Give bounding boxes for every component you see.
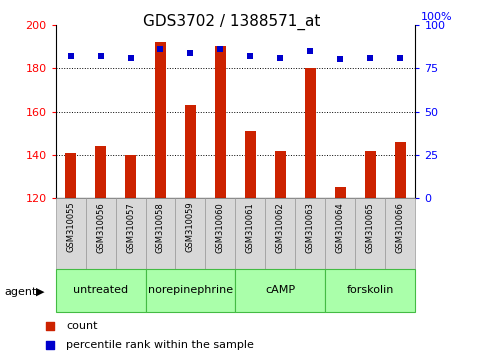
Text: GSM310065: GSM310065 xyxy=(366,202,375,252)
Bar xyxy=(395,142,406,198)
Bar xyxy=(266,198,296,269)
Point xyxy=(367,55,374,61)
Bar xyxy=(215,46,226,198)
Bar xyxy=(236,198,266,269)
Bar xyxy=(245,131,256,198)
Point xyxy=(46,343,54,348)
Text: GSM310064: GSM310064 xyxy=(336,202,345,252)
Text: GSM310059: GSM310059 xyxy=(186,202,195,252)
Bar xyxy=(56,269,145,312)
Bar xyxy=(335,187,346,198)
Text: untreated: untreated xyxy=(73,285,128,295)
Text: ▶: ▶ xyxy=(36,287,45,297)
Text: cAMP: cAMP xyxy=(265,285,296,295)
Point xyxy=(397,55,404,61)
Bar xyxy=(95,146,106,198)
Text: percentile rank within the sample: percentile rank within the sample xyxy=(66,341,254,350)
Bar xyxy=(326,269,415,312)
Bar xyxy=(275,150,285,198)
Bar xyxy=(385,198,415,269)
Bar xyxy=(365,150,376,198)
Bar xyxy=(175,198,205,269)
Text: GSM310063: GSM310063 xyxy=(306,202,315,253)
Bar xyxy=(326,198,355,269)
Text: GDS3702 / 1388571_at: GDS3702 / 1388571_at xyxy=(143,14,321,30)
Bar xyxy=(56,198,85,269)
Point xyxy=(247,53,255,59)
Point xyxy=(277,55,284,61)
Bar xyxy=(145,198,175,269)
Text: GSM310060: GSM310060 xyxy=(216,202,225,252)
Bar xyxy=(125,155,136,198)
Text: GSM310061: GSM310061 xyxy=(246,202,255,252)
Bar xyxy=(145,269,236,312)
Text: GSM310057: GSM310057 xyxy=(126,202,135,252)
Point xyxy=(46,323,54,329)
Text: 100%: 100% xyxy=(421,12,453,22)
Text: agent: agent xyxy=(5,287,37,297)
Text: GSM310055: GSM310055 xyxy=(66,202,75,252)
Bar xyxy=(305,68,316,198)
Point xyxy=(127,55,134,61)
Point xyxy=(97,53,104,59)
Text: GSM310062: GSM310062 xyxy=(276,202,285,252)
Bar xyxy=(296,198,326,269)
Point xyxy=(156,46,164,52)
Bar xyxy=(65,153,76,198)
Text: norepinephrine: norepinephrine xyxy=(148,285,233,295)
Text: forskolin: forskolin xyxy=(347,285,394,295)
Text: GSM310056: GSM310056 xyxy=(96,202,105,252)
Bar xyxy=(115,198,145,269)
Bar xyxy=(236,269,326,312)
Bar xyxy=(155,42,166,198)
Point xyxy=(307,48,314,53)
Text: GSM310058: GSM310058 xyxy=(156,202,165,252)
Point xyxy=(337,57,344,62)
Text: count: count xyxy=(66,321,98,331)
Bar xyxy=(85,198,115,269)
Bar xyxy=(355,198,385,269)
Bar xyxy=(185,105,196,198)
Point xyxy=(67,53,74,59)
Text: GSM310066: GSM310066 xyxy=(396,202,405,253)
Point xyxy=(186,50,194,55)
Bar xyxy=(205,198,236,269)
Point xyxy=(216,46,224,52)
